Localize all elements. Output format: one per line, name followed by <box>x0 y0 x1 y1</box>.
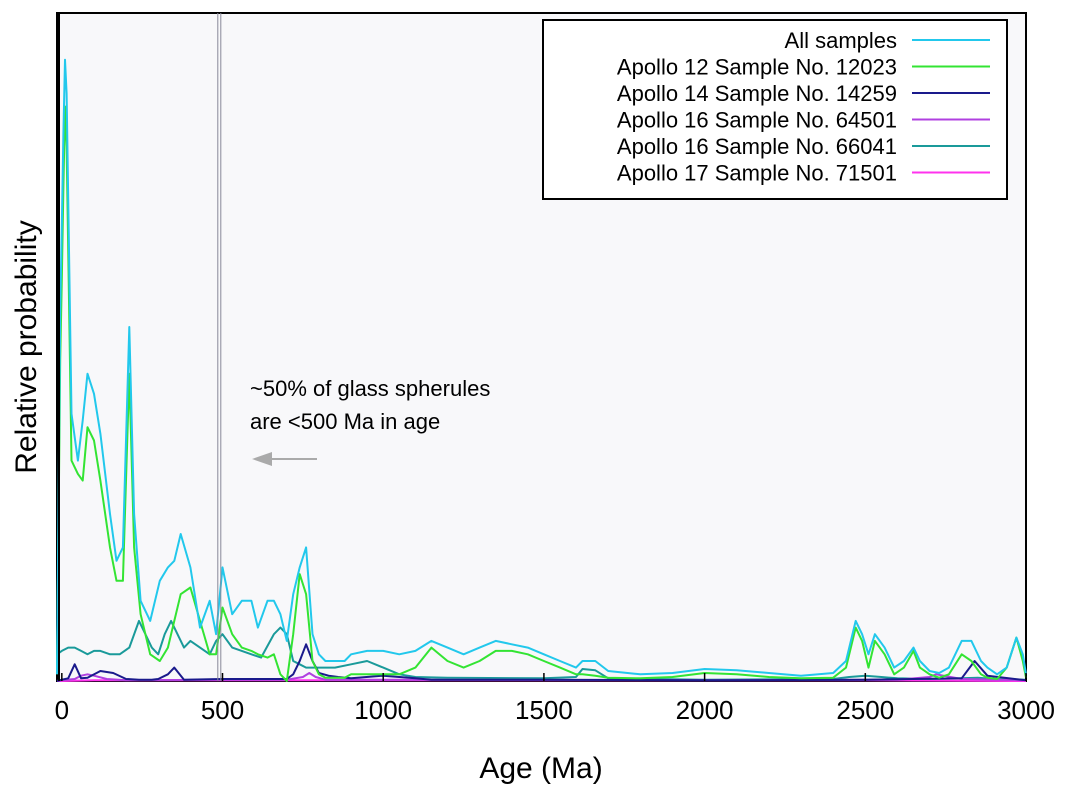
legend-label-apollo-16-sample-no-66041: Apollo 16 Sample No. 66041 <box>617 134 897 159</box>
x-tick-label: 1500 <box>515 695 573 725</box>
x-tick-label: 2500 <box>836 695 894 725</box>
y-axis-title: Relative probability <box>10 220 43 473</box>
x-tick-label: 2000 <box>676 695 734 725</box>
legend-label-apollo-12-sample-no-12023: Apollo 12 Sample No. 12023 <box>617 55 897 80</box>
x-axis-title: Age (Ma) <box>479 752 602 785</box>
legend-label-apollo-14-sample-no-14259: Apollo 14 Sample No. 14259 <box>617 81 897 106</box>
legend-box <box>542 19 1008 200</box>
x-tick-label: 500 <box>201 695 244 725</box>
x-tick-label: 3000 <box>997 695 1055 725</box>
arrow-head <box>252 452 272 466</box>
annotation-line1: ~50% of glass spherules <box>250 376 490 401</box>
series-layer <box>56 58 1027 682</box>
series-line-all-samples <box>56 58 1027 677</box>
annotation-line2: are <500 Ma in age <box>250 409 440 434</box>
series-line-apollo-12-sample-no-12023 <box>56 105 1027 682</box>
x-tick-label: 1000 <box>354 695 412 725</box>
legend-label-all-samples: All samples <box>785 28 897 53</box>
x-axis-ticks: 0 500 1000 1500 2000 2500 3000 <box>55 673 1055 725</box>
legend-label-apollo-17-sample-no-71501: Apollo 17 Sample No. 71501 <box>617 161 897 186</box>
series-line-apollo-16-sample-no-64501 <box>56 672 1027 682</box>
legend-label-apollo-16-sample-no-64501: Apollo 16 Sample No. 64501 <box>617 108 897 133</box>
x-tick-label: 0 <box>55 695 69 725</box>
annotation-arrow <box>252 452 317 466</box>
